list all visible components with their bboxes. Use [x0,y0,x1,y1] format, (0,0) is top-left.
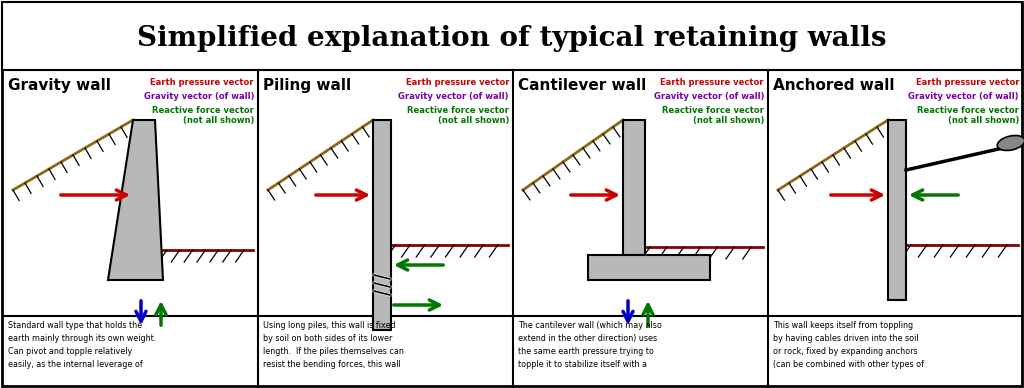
Text: or rock, fixed by expanding anchors: or rock, fixed by expanding anchors [773,347,918,356]
Text: length.  If the piles themselves can: length. If the piles themselves can [263,347,403,356]
Text: Cantilever wall: Cantilever wall [518,78,646,93]
Text: Earth pressure vector: Earth pressure vector [406,78,509,87]
Text: by soil on both sides of its lower: by soil on both sides of its lower [263,334,392,343]
Text: This wall keeps itself from toppling: This wall keeps itself from toppling [773,321,913,330]
Text: Reactive force vector
(not all shown): Reactive force vector (not all shown) [663,106,764,125]
Text: Gravity wall: Gravity wall [8,78,111,93]
Text: Standard wall type that holds the: Standard wall type that holds the [8,321,142,330]
Text: Simplified explanation of typical retaining walls: Simplified explanation of typical retain… [137,24,887,52]
Polygon shape [888,120,906,300]
Text: earth mainly through its own weight.: earth mainly through its own weight. [8,334,157,343]
Text: (can be combined with other types of: (can be combined with other types of [773,360,924,369]
Ellipse shape [997,135,1024,151]
Polygon shape [373,120,391,330]
Text: by having cables driven into the soil: by having cables driven into the soil [773,334,919,343]
Text: Gravity vector (of wall): Gravity vector (of wall) [398,92,509,101]
Text: extend in the other direction) uses: extend in the other direction) uses [518,334,657,343]
Text: Can pivot and topple relatively: Can pivot and topple relatively [8,347,132,356]
Text: topple it to stabilize itself with a: topple it to stabilize itself with a [518,360,647,369]
Text: easily, as the internal leverage of: easily, as the internal leverage of [8,360,142,369]
Text: Using long piles, this wall is fixed: Using long piles, this wall is fixed [263,321,395,330]
Text: Gravity vector (of wall): Gravity vector (of wall) [143,92,254,101]
Text: The cantilever wall (which may also: The cantilever wall (which may also [518,321,662,330]
Text: resist the bending forces, this wall: resist the bending forces, this wall [263,360,400,369]
Text: Earth pressure vector: Earth pressure vector [915,78,1019,87]
Text: Anchored wall: Anchored wall [773,78,895,93]
Text: Reactive force vector
(not all shown): Reactive force vector (not all shown) [918,106,1019,125]
Text: Gravity vector (of wall): Gravity vector (of wall) [908,92,1019,101]
Text: Reactive force vector
(not all shown): Reactive force vector (not all shown) [153,106,254,125]
Bar [2,2,1022,70]
Text: Earth pressure vector: Earth pressure vector [660,78,764,87]
Polygon shape [623,120,645,255]
Polygon shape [108,120,163,280]
Text: Piling wall: Piling wall [263,78,351,93]
Polygon shape [588,255,710,280]
Text: Gravity vector (of wall): Gravity vector (of wall) [653,92,764,101]
Text: Reactive force vector
(not all shown): Reactive force vector (not all shown) [408,106,509,125]
Text: the same earth pressure trying to: the same earth pressure trying to [518,347,654,356]
Text: Earth pressure vector: Earth pressure vector [151,78,254,87]
